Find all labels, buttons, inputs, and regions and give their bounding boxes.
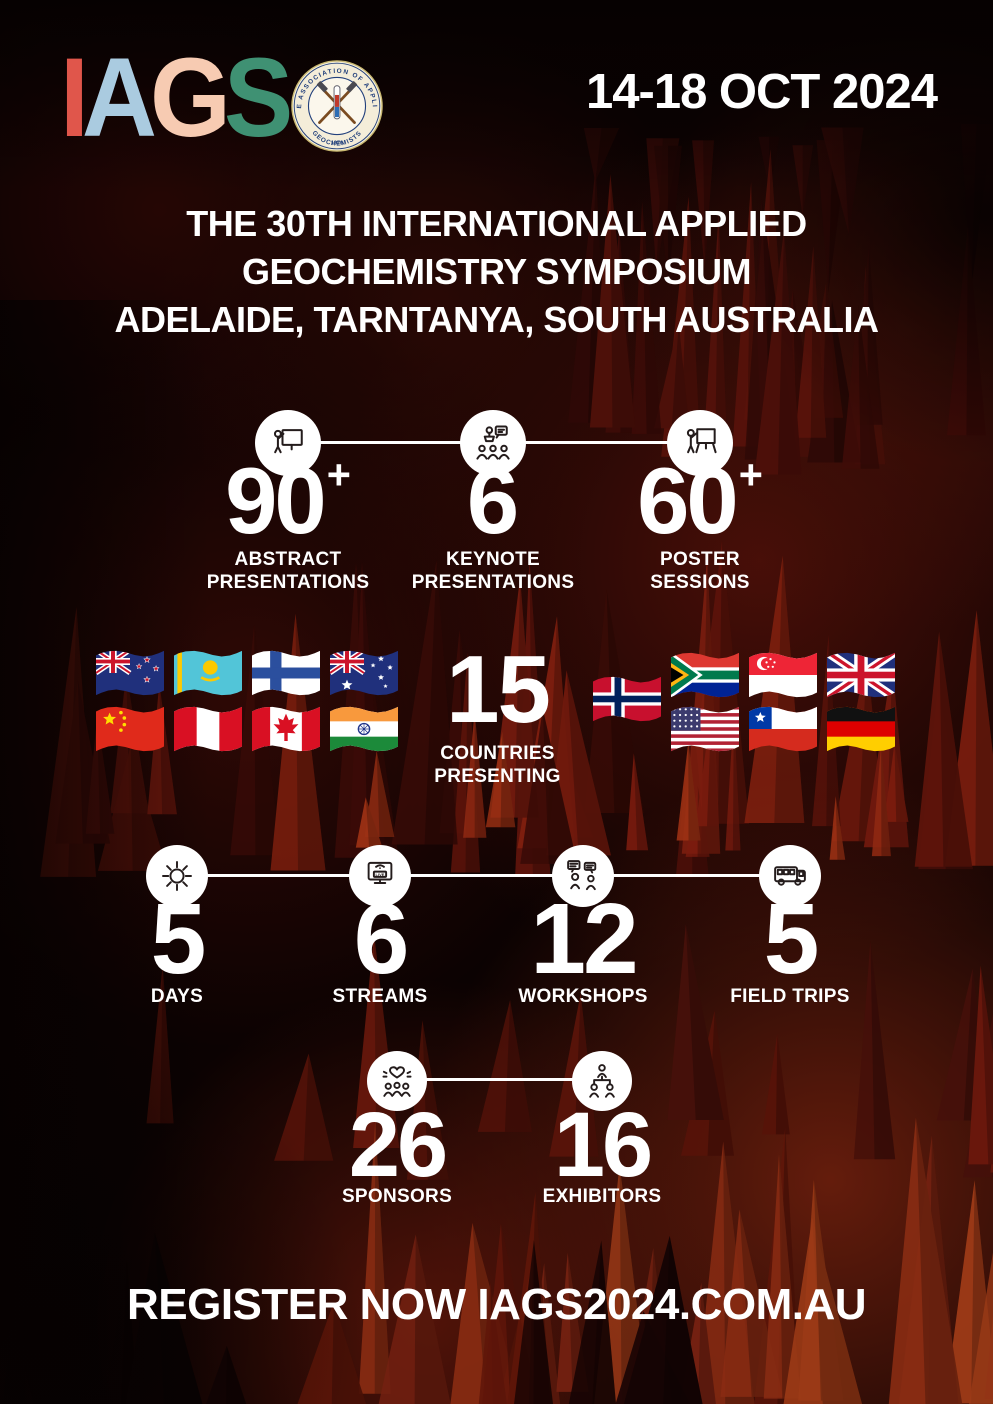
- title-line-2: GEOCHEMISTRY SYMPOSIUM: [241, 251, 752, 292]
- flag-gb: [827, 652, 895, 698]
- title-line-3: ADELAIDE, TARNTANYA, SOUTH AUSTRALIA: [114, 299, 880, 340]
- sun-icon: [146, 845, 208, 907]
- stat-value: 5: [150, 883, 207, 995]
- stat-label: FIELD TRIPS: [730, 986, 850, 1007]
- bus-icon: [759, 845, 821, 907]
- iags-logo: IAGS: [60, 42, 293, 154]
- stat-value: 90+: [225, 448, 351, 553]
- countries-count: 15: [446, 636, 551, 743]
- flag-cn: [96, 706, 164, 752]
- flag-sg: [749, 652, 817, 698]
- live-stream-monitor-icon: LIVE: [349, 845, 411, 907]
- register-banner: REGISTER NOW IAGS2024.COM.AU: [0, 1280, 993, 1330]
- workshop-discussion-icon: [552, 845, 614, 907]
- flag-cl: [749, 706, 817, 752]
- presentation-board-icon: [255, 410, 321, 476]
- stat-label: WORKSHOPS: [518, 986, 648, 1007]
- stat-label: SPONSORS: [341, 1186, 453, 1207]
- flag-fi: [252, 650, 320, 696]
- title-line-1: THE 30TH INTERNATIONAL APPLIED: [186, 203, 807, 244]
- stat-label: EXHIBITORS: [542, 1186, 662, 1207]
- logo-letter-g: G: [150, 35, 231, 161]
- countries-presenting: 15 COUNTRIES PRESENTING: [395, 642, 600, 788]
- logo-letter-a: A: [81, 35, 157, 161]
- flag-nz: [96, 650, 164, 696]
- stat-label: POSTER SESSIONS: [650, 549, 750, 593]
- flags-right-group: [671, 652, 895, 752]
- flag-us: [671, 706, 739, 752]
- svg-text:LIVE: LIVE: [376, 872, 385, 877]
- stat-value: 12: [530, 883, 638, 995]
- stat-value: 6: [466, 448, 519, 553]
- aag-emblem-logo: THE ASSOCIATION OF APPLIED GEOCHEMISTS 1…: [288, 55, 383, 152]
- event-dates: 14-18 OCT 2024: [586, 65, 938, 119]
- flag-in: [330, 706, 398, 752]
- flag-au: [330, 650, 398, 696]
- event-title: THE 30TH INTERNATIONAL APPLIED GEOCHEMIS…: [0, 200, 993, 344]
- stat-label: KEYNOTE PRESENTATIONS: [411, 549, 575, 593]
- logo-letter-i: I: [60, 35, 89, 161]
- test-tube-icon: [333, 85, 341, 120]
- flag-za: [671, 652, 739, 698]
- emblem-year: 1970: [331, 141, 343, 147]
- flags-left-group: [96, 650, 398, 752]
- flag-pe: [174, 706, 242, 752]
- sponsors-community-heart-icon: [367, 1051, 427, 1111]
- poster-easel-icon: [667, 410, 733, 476]
- stat-value: 5: [763, 883, 820, 995]
- countries-label: COUNTRIES PRESENTING: [434, 743, 561, 787]
- stat-label: ABSTRACT PRESENTATIONS: [206, 549, 370, 593]
- stat-label: STREAMS: [332, 986, 428, 1007]
- flag-kz: [174, 650, 242, 696]
- stat-value: 6: [353, 883, 410, 995]
- register-now-label: REGISTER NOW: [126, 1280, 466, 1329]
- flag-de: [827, 706, 895, 752]
- register-url[interactable]: IAGS2024.COM.AU: [477, 1280, 867, 1329]
- logo-letter-s: S: [223, 35, 293, 161]
- flag-no: [593, 676, 661, 722]
- stat-label: DAYS: [150, 986, 204, 1007]
- stat-value: 16: [553, 1094, 653, 1196]
- keynote-audience-icon: [460, 410, 526, 476]
- connector-line: [177, 874, 790, 877]
- stat-value: 26: [348, 1094, 448, 1196]
- exhibitors-network-icon: [572, 1051, 632, 1111]
- flag-ca: [252, 706, 320, 752]
- connector-line: [397, 1078, 602, 1081]
- stat-value: 60+: [637, 448, 763, 553]
